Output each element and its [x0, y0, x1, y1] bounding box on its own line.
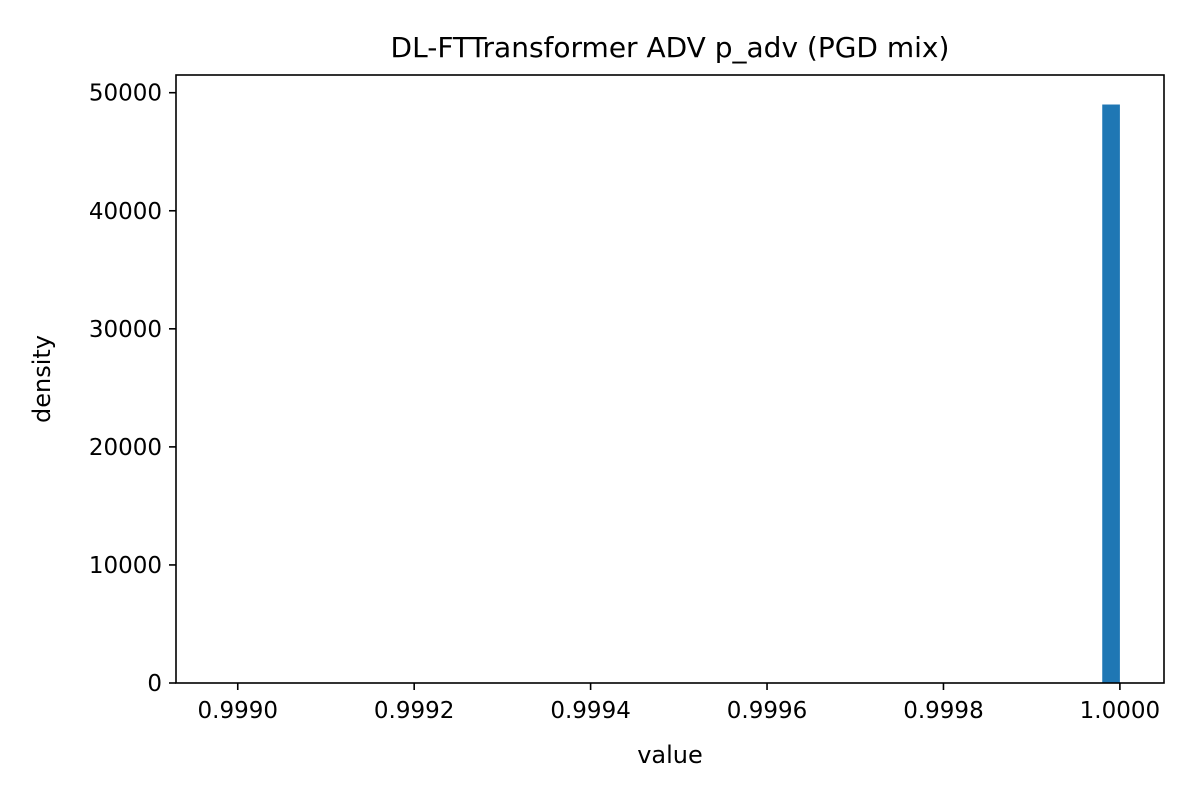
x-axis-label: value [637, 741, 703, 769]
histogram-bar [1102, 104, 1120, 683]
x-tick-label: 0.9992 [374, 698, 454, 724]
plot-frame [175, 74, 1165, 684]
y-tick-label: 50000 [89, 81, 162, 107]
x-tick-label: 1.0000 [1080, 698, 1160, 724]
y-axis-ticks: 0 10000 20000 30000 40000 50000 [89, 81, 176, 697]
x-axis-ticks: 0.9990 0.9992 0.9994 0.9996 0.9998 1.0000 [198, 683, 1160, 724]
y-tick-label: 0 [147, 671, 162, 697]
bars-group [1102, 104, 1120, 683]
x-tick-label: 0.9998 [903, 698, 983, 724]
y-tick-label: 30000 [89, 317, 162, 343]
x-tick-label: 0.9996 [727, 698, 807, 724]
y-tick-label: 40000 [89, 199, 162, 225]
chart-title: DL-FTTransformer ADV p_adv (PGD mix) [391, 31, 950, 64]
y-tick-label: 10000 [89, 553, 162, 579]
x-tick-label: 0.9990 [198, 698, 278, 724]
y-tick-label: 20000 [89, 435, 162, 461]
y-axis-label: density [28, 335, 56, 423]
x-tick-label: 0.9994 [550, 698, 630, 724]
